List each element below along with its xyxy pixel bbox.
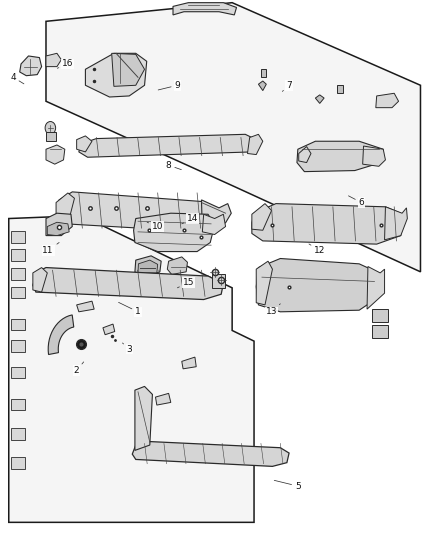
Polygon shape bbox=[201, 200, 231, 232]
Text: 12: 12 bbox=[309, 244, 325, 255]
Text: 9: 9 bbox=[158, 81, 180, 90]
Polygon shape bbox=[85, 53, 147, 97]
Polygon shape bbox=[47, 222, 69, 236]
Polygon shape bbox=[46, 53, 61, 67]
Polygon shape bbox=[256, 259, 379, 312]
FancyBboxPatch shape bbox=[11, 231, 25, 243]
Text: 8: 8 bbox=[166, 161, 181, 169]
Polygon shape bbox=[79, 134, 256, 157]
Polygon shape bbox=[258, 81, 266, 91]
Text: 14: 14 bbox=[182, 214, 198, 224]
Polygon shape bbox=[77, 301, 94, 312]
Polygon shape bbox=[367, 266, 385, 309]
Polygon shape bbox=[33, 268, 223, 300]
FancyBboxPatch shape bbox=[11, 268, 25, 280]
Text: 4: 4 bbox=[11, 73, 24, 84]
Text: 11: 11 bbox=[42, 243, 59, 255]
FancyBboxPatch shape bbox=[11, 340, 25, 352]
Text: 7: 7 bbox=[283, 81, 292, 91]
Polygon shape bbox=[33, 268, 47, 292]
Text: 15: 15 bbox=[177, 278, 194, 288]
FancyBboxPatch shape bbox=[11, 428, 25, 440]
FancyBboxPatch shape bbox=[372, 309, 388, 322]
Polygon shape bbox=[261, 69, 266, 77]
Polygon shape bbox=[385, 207, 407, 240]
Polygon shape bbox=[376, 93, 399, 108]
Text: 1: 1 bbox=[119, 302, 141, 316]
FancyBboxPatch shape bbox=[11, 367, 25, 378]
Polygon shape bbox=[256, 261, 272, 305]
Text: 3: 3 bbox=[123, 343, 132, 353]
FancyBboxPatch shape bbox=[11, 319, 25, 330]
Polygon shape bbox=[135, 386, 152, 450]
Polygon shape bbox=[132, 441, 289, 466]
Text: 6: 6 bbox=[349, 196, 364, 207]
Text: 10: 10 bbox=[147, 222, 163, 231]
Polygon shape bbox=[135, 256, 161, 277]
Polygon shape bbox=[202, 214, 226, 235]
Polygon shape bbox=[167, 257, 187, 274]
Polygon shape bbox=[9, 216, 254, 522]
Text: 13: 13 bbox=[266, 304, 280, 316]
Polygon shape bbox=[247, 134, 263, 155]
Text: 16: 16 bbox=[57, 60, 74, 68]
Polygon shape bbox=[315, 95, 324, 103]
Polygon shape bbox=[56, 193, 74, 224]
Polygon shape bbox=[57, 192, 223, 232]
FancyBboxPatch shape bbox=[46, 132, 56, 141]
Polygon shape bbox=[173, 3, 237, 15]
Polygon shape bbox=[155, 393, 171, 405]
Polygon shape bbox=[252, 204, 403, 244]
Text: 2: 2 bbox=[74, 362, 84, 375]
FancyBboxPatch shape bbox=[11, 249, 25, 261]
Polygon shape bbox=[138, 260, 158, 273]
Polygon shape bbox=[103, 324, 115, 335]
Text: 5: 5 bbox=[274, 480, 301, 490]
FancyBboxPatch shape bbox=[11, 399, 25, 410]
Polygon shape bbox=[77, 136, 92, 152]
FancyBboxPatch shape bbox=[11, 457, 25, 469]
Polygon shape bbox=[363, 146, 385, 166]
Polygon shape bbox=[182, 357, 196, 369]
Polygon shape bbox=[46, 145, 65, 164]
FancyBboxPatch shape bbox=[11, 287, 25, 298]
FancyBboxPatch shape bbox=[372, 325, 388, 338]
Polygon shape bbox=[20, 56, 42, 76]
Polygon shape bbox=[252, 204, 272, 230]
Polygon shape bbox=[297, 141, 383, 172]
Polygon shape bbox=[48, 315, 74, 354]
Polygon shape bbox=[337, 85, 343, 93]
Polygon shape bbox=[112, 53, 145, 86]
Polygon shape bbox=[46, 3, 420, 272]
FancyBboxPatch shape bbox=[212, 274, 225, 288]
Polygon shape bbox=[134, 213, 215, 252]
Polygon shape bbox=[299, 147, 311, 163]
Polygon shape bbox=[46, 213, 72, 236]
Circle shape bbox=[45, 122, 56, 134]
